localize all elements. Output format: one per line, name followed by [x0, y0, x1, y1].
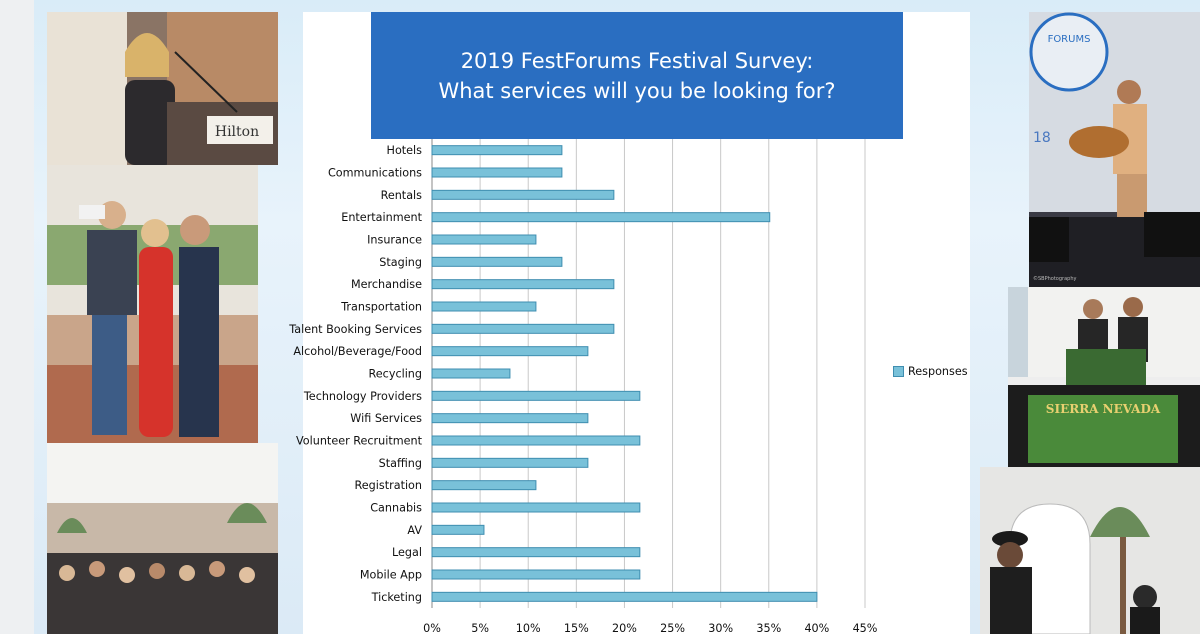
photo-singer-outdoor: [980, 467, 1200, 634]
stage-year-text: 18: [1033, 130, 1051, 146]
forums-banner-text: FORUMS: [1048, 34, 1091, 45]
bar: [431, 457, 589, 468]
hilton-sign-text: Hilton: [215, 124, 259, 140]
bar: [431, 323, 615, 334]
bar: [431, 547, 641, 558]
category-label: Wifi Services: [350, 412, 422, 425]
category-label: Cannabis: [370, 502, 422, 515]
category-label: Communications: [328, 167, 422, 180]
x-tick-label: 35%: [756, 622, 781, 634]
category-label: Talent Booking Services: [288, 323, 422, 336]
chart-title: 2019 FestForums Festival Survey:: [460, 48, 814, 73]
bar: [431, 502, 641, 513]
x-tick-label: 15%: [564, 622, 589, 634]
legend-label: Responses: [908, 365, 968, 378]
photo-crowd-courtyard: [47, 443, 278, 634]
category-label: Legal: [392, 546, 422, 559]
x-tick-label: 20%: [612, 622, 637, 634]
category-label: Entertainment: [341, 211, 422, 224]
category-label: Ticketing: [371, 591, 422, 604]
bar: [431, 368, 511, 379]
legend-swatch: [893, 366, 904, 377]
sierra-nevada-sign: SIERRA NEVADA: [1046, 402, 1161, 416]
category-label: Staging: [379, 256, 422, 269]
chart-legend: Responses: [893, 365, 968, 378]
category-label: Registration: [355, 479, 422, 492]
category-label: AV: [407, 524, 422, 537]
category-label: Hotels: [387, 144, 423, 157]
page-left-margin: [0, 0, 34, 634]
category-label: Alcohol/Beverage/Food: [293, 345, 422, 358]
bar: [431, 301, 537, 312]
bar: [431, 212, 771, 223]
chart-title-box: 2019 FestForums Festival Survey: What se…: [371, 12, 903, 139]
bar: [431, 167, 563, 178]
bar: [431, 346, 589, 357]
x-tick-label: 10%: [516, 622, 541, 634]
x-tick-label: 25%: [660, 622, 685, 634]
x-tick-label: 5%: [471, 622, 489, 634]
x-tick-label: 45%: [853, 622, 878, 634]
category-label: Merchandise: [351, 278, 422, 291]
photo-speaker-podium: Hilton: [47, 12, 278, 165]
category-label: Mobile App: [360, 569, 422, 582]
bar: [431, 234, 537, 245]
x-tick-label: 40%: [804, 622, 829, 634]
category-label: Volunteer Recruitment: [296, 435, 423, 448]
category-label: Technology Providers: [303, 390, 422, 403]
bar: [431, 569, 641, 580]
bar: [431, 189, 615, 200]
x-tick-label: 30%: [708, 622, 733, 634]
bar: [431, 480, 537, 491]
photo-guitar-performer: FORUMS 18 ©SBPhotography: [1029, 12, 1200, 287]
bar: [431, 591, 818, 602]
category-label: Transportation: [340, 301, 422, 314]
category-label: Insurance: [367, 234, 422, 247]
bar: [431, 256, 563, 267]
bar: [431, 279, 615, 290]
bar: [431, 435, 641, 446]
photo-selfie-group: [47, 165, 258, 443]
bar: [431, 413, 589, 424]
chart-subtitle: What services will you be looking for?: [438, 78, 836, 103]
photo-sierra-nevada-booth: SIERRA NEVADA: [1008, 287, 1200, 467]
category-label: Recycling: [369, 368, 422, 381]
category-label: Rentals: [381, 189, 423, 202]
bar: [431, 390, 641, 401]
category-label: Staffing: [379, 457, 422, 470]
x-tick-label: 0%: [423, 622, 441, 634]
bar: [431, 524, 485, 535]
photo-credit: ©SBPhotography: [1033, 275, 1077, 282]
bar: [431, 145, 563, 156]
